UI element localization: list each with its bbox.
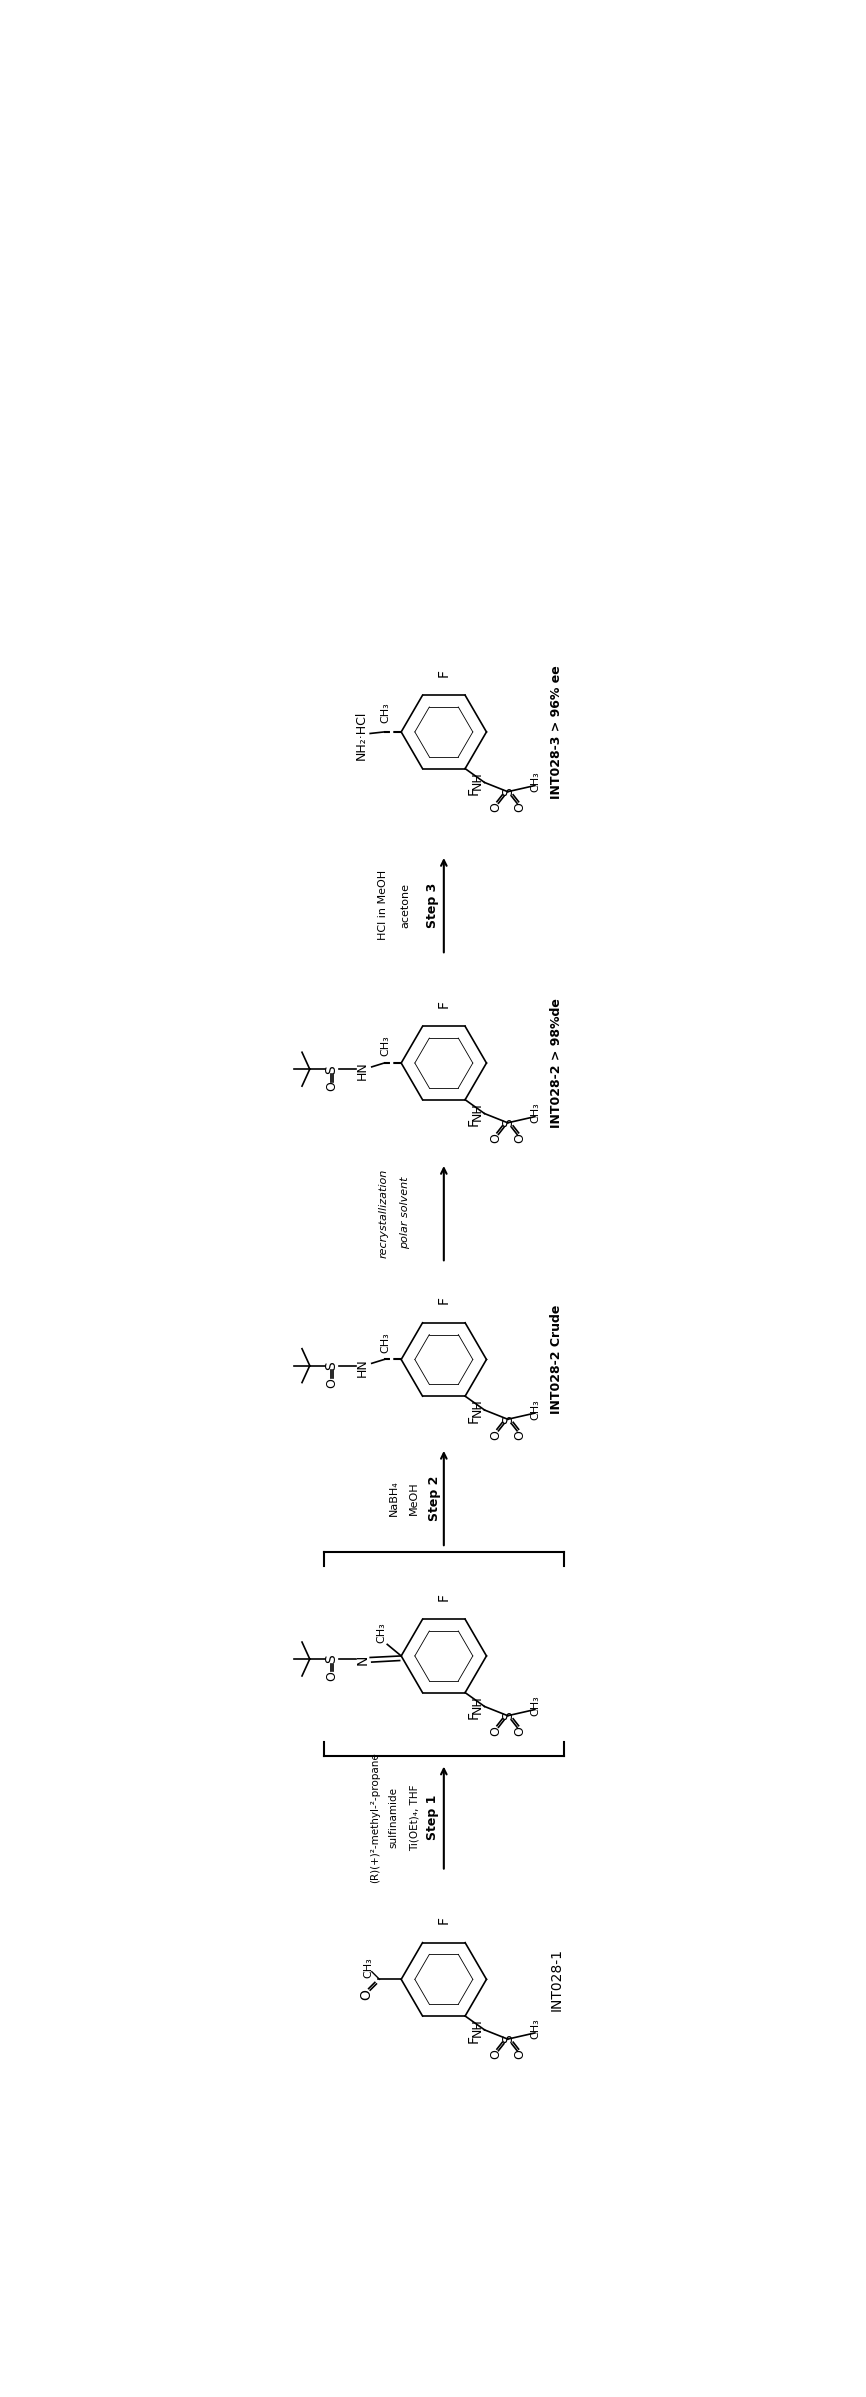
Text: INT028-3 > 96% ee: INT028-3 > 96% ee <box>550 664 563 798</box>
Text: NH: NH <box>470 1397 483 1417</box>
Text: MeOH: MeOH <box>410 1481 419 1515</box>
Text: NH: NH <box>470 1695 483 1714</box>
Text: F: F <box>467 1711 481 1719</box>
Text: O: O <box>513 1134 526 1143</box>
Text: F: F <box>436 1915 451 1925</box>
Text: O: O <box>489 2049 502 2059</box>
Text: F: F <box>436 669 451 676</box>
Text: O: O <box>325 1081 338 1091</box>
Text: CH₃: CH₃ <box>381 1333 391 1352</box>
Text: S: S <box>501 786 514 796</box>
Text: CH₃: CH₃ <box>381 1036 391 1057</box>
Text: O: O <box>359 1990 373 1999</box>
Text: HN: HN <box>356 1357 369 1376</box>
Text: F: F <box>436 1592 451 1601</box>
Text: S: S <box>501 1414 514 1424</box>
Text: CH₃: CH₃ <box>530 1695 540 1716</box>
Text: O: O <box>325 1378 338 1388</box>
Text: polar solvent: polar solvent <box>400 1177 410 1249</box>
Text: HCl in MeOH: HCl in MeOH <box>378 870 388 940</box>
Text: CH₃: CH₃ <box>381 702 391 724</box>
Text: O: O <box>513 803 526 813</box>
Text: F: F <box>467 1119 481 1127</box>
Text: S: S <box>501 1711 514 1721</box>
Text: O: O <box>513 1726 526 1735</box>
Text: recrystallization: recrystallization <box>378 1170 388 1258</box>
Text: O: O <box>513 1429 526 1441</box>
Text: (R)(+)²-methyl-²-propane: (R)(+)²-methyl-²-propane <box>371 1752 381 1884</box>
Text: O: O <box>489 1134 502 1143</box>
Text: CH₃: CH₃ <box>377 1623 387 1644</box>
Text: F: F <box>467 2035 481 2042</box>
Text: INT028-2 > 98%de: INT028-2 > 98%de <box>550 997 563 1129</box>
Text: acetone: acetone <box>400 882 410 928</box>
Text: O: O <box>489 803 502 813</box>
Text: O: O <box>489 1726 502 1735</box>
Text: NH: NH <box>470 1103 483 1122</box>
Text: O: O <box>325 1671 338 1680</box>
Text: INT028-2 Crude: INT028-2 Crude <box>550 1304 563 1414</box>
Text: S: S <box>501 2035 514 2045</box>
Text: O: O <box>489 1429 502 1441</box>
Text: O: O <box>513 2049 526 2059</box>
Text: S: S <box>325 1361 339 1371</box>
Text: CH₃: CH₃ <box>530 772 540 791</box>
Text: Step 1: Step 1 <box>426 1795 439 1841</box>
Text: F: F <box>436 1297 451 1304</box>
Text: Step 2: Step 2 <box>428 1477 441 1520</box>
Text: F: F <box>436 1000 451 1007</box>
Text: N: N <box>355 1654 370 1666</box>
Text: NaBH₄: NaBH₄ <box>389 1481 398 1515</box>
Text: INT028-1: INT028-1 <box>549 1949 563 2011</box>
Text: S: S <box>501 1119 514 1127</box>
Text: sulfinamide: sulfinamide <box>389 1788 398 1848</box>
Text: CH₃: CH₃ <box>530 2018 540 2040</box>
Text: HN: HN <box>356 1062 369 1081</box>
Text: NH: NH <box>470 772 483 789</box>
Text: NH: NH <box>470 2018 483 2037</box>
Text: NH₂·HCl: NH₂·HCl <box>354 712 367 760</box>
Text: CH₃: CH₃ <box>530 1103 540 1124</box>
Text: Step 3: Step 3 <box>426 882 439 928</box>
Text: CH₃: CH₃ <box>530 1400 540 1419</box>
Text: S: S <box>325 1654 339 1664</box>
Text: CH₃: CH₃ <box>364 1958 373 1978</box>
Text: Ti(OEt)₄, THF: Ti(OEt)₄, THF <box>410 1783 419 1850</box>
Text: S: S <box>325 1064 339 1074</box>
Text: F: F <box>467 1414 481 1424</box>
Text: F: F <box>467 786 481 796</box>
